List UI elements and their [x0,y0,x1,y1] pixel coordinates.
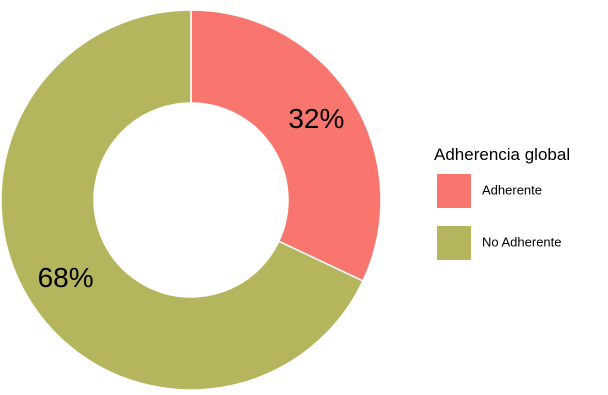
donut-slices [0,9,382,391]
legend-label-no-adherente: No Adherente [482,234,562,249]
legend-key-no-adherente [437,226,471,260]
legend-label-adherente: Adherente [482,182,542,197]
legend: Adherencia global Adherente No Adherente [434,145,570,260]
donut-slice-adherente [190,9,382,282]
slice-labels: 32% 68% [38,103,345,293]
slice-label-adherente: 32% [288,103,344,134]
donut-slice-no-adherente [0,9,364,391]
legend-title: Adherencia global [434,145,570,164]
legend-key-adherente [437,174,471,208]
slice-label-no-adherente: 68% [38,262,94,293]
